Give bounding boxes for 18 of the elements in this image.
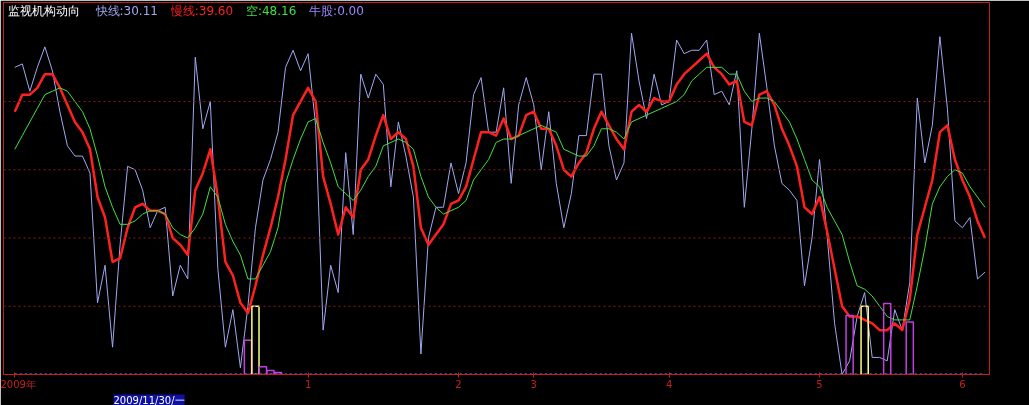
x-tick-label: 3 (530, 378, 537, 390)
bar (860, 305, 869, 375)
bar (845, 314, 854, 375)
x-tick-label: 2 (455, 378, 462, 390)
chart-title: 监视机构动向 (7, 4, 80, 19)
text: 快线:30.11 (94, 4, 158, 19)
x-tick-label: 2009年 (0, 378, 36, 390)
x-tick-label: 4 (665, 378, 673, 390)
text: 牛股:0.00 (309, 4, 364, 19)
x-tick-label: 6 (959, 378, 966, 390)
bar (251, 305, 260, 375)
text: 空:48.16 (245, 4, 297, 19)
text: 慢线:39.60 (169, 4, 234, 19)
x-tick-label: 5 (816, 378, 823, 390)
x-tick-label: 1 (304, 378, 312, 390)
text: 2009/11/30/一 (113, 394, 185, 405)
bar (882, 302, 892, 375)
bar (905, 321, 915, 375)
